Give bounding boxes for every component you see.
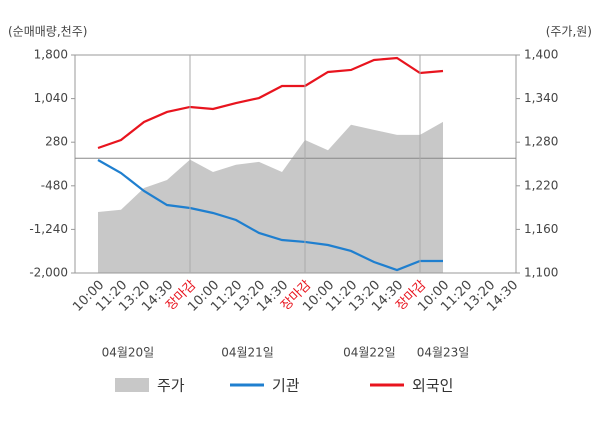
date-label: 04월23일 <box>417 346 470 360</box>
y-axis-label: (순매매량,천주) <box>8 24 87 39</box>
price-area <box>98 121 443 273</box>
y-tick-label: 280 <box>45 135 68 149</box>
y2-tick-label: 1,160 <box>524 222 558 236</box>
y-tick-label: -2,000 <box>29 266 68 280</box>
y2-tick-label: 1,100 <box>524 266 558 280</box>
plot-frame <box>74 54 517 274</box>
legend-swatch <box>115 378 149 392</box>
y-tick-label: -480 <box>41 178 68 192</box>
y2-tick-label: 1,340 <box>524 91 558 105</box>
legend-label: 외국인 <box>412 377 453 395</box>
y-tick-label: 1,800 <box>34 48 68 62</box>
series-line <box>97 159 443 272</box>
y-tick-label: 1,040 <box>34 91 68 105</box>
y2-axis-label: (주가,원) <box>546 25 592 39</box>
date-label: 04월20일 <box>102 346 155 360</box>
y2-tick-label: 1,220 <box>524 178 558 192</box>
legend-label: 주가 <box>157 377 185 395</box>
legend-label: 기관 <box>272 377 300 395</box>
y-tick-label: -1,240 <box>29 222 68 236</box>
date-label: 04월22일 <box>343 346 396 360</box>
date-label: 04월21일 <box>221 346 274 360</box>
y2-tick-label: 1,280 <box>524 135 558 149</box>
y2-tick-label: 1,400 <box>524 48 558 62</box>
series-line <box>97 56 444 150</box>
